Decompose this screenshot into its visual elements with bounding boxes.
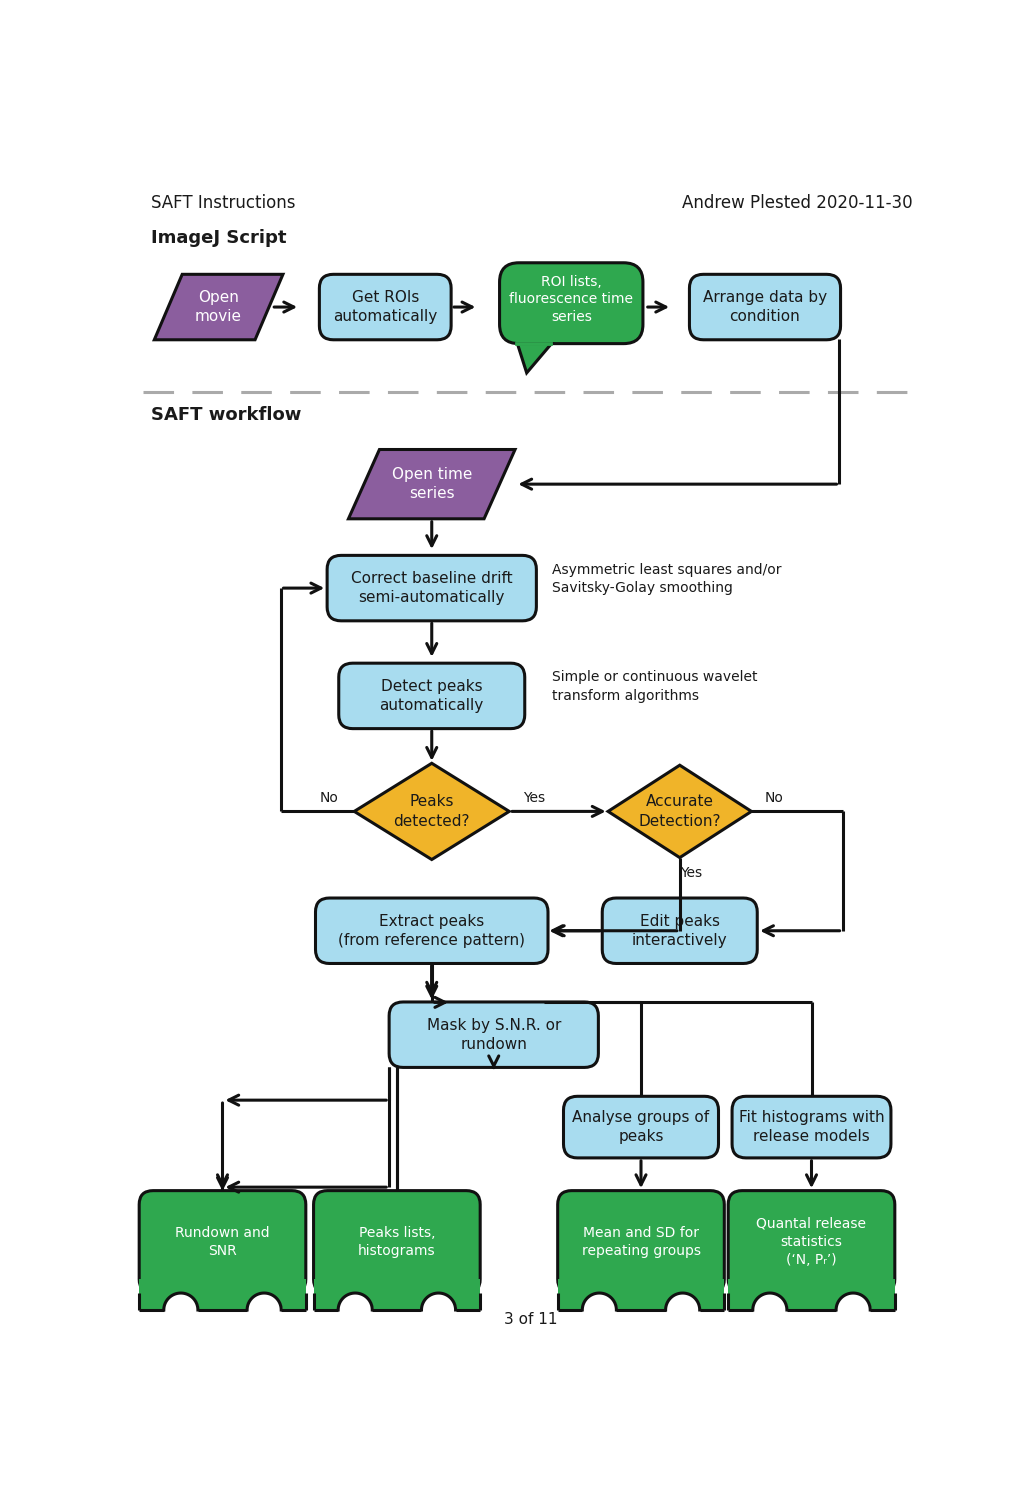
Text: SAFT workflow: SAFT workflow [151, 406, 301, 424]
FancyBboxPatch shape [602, 898, 757, 963]
Text: Asymmetric least squares and/or
Savitsky-Golay smoothing: Asymmetric least squares and/or Savitsky… [552, 562, 781, 596]
Text: Andrew Plested 2020-11-30: Andrew Plested 2020-11-30 [682, 194, 913, 211]
Bar [139, 1280, 306, 1310]
FancyBboxPatch shape [564, 1096, 719, 1158]
Polygon shape [608, 765, 751, 858]
Polygon shape [348, 450, 515, 519]
FancyBboxPatch shape [314, 1191, 481, 1293]
Text: SAFT Instructions: SAFT Instructions [151, 194, 295, 211]
Text: Fit histograms with
release models: Fit histograms with release models [739, 1110, 885, 1144]
FancyBboxPatch shape [557, 1191, 724, 1293]
Polygon shape [517, 344, 551, 374]
Text: 3 of 11: 3 of 11 [505, 1312, 557, 1328]
FancyBboxPatch shape [316, 898, 548, 963]
Text: Yes: Yes [523, 790, 545, 804]
Text: Peaks
detected?: Peaks detected? [394, 795, 470, 828]
Polygon shape [154, 274, 283, 340]
Bar [314, 1280, 481, 1310]
Text: Mean and SD for
repeating groups: Mean and SD for repeating groups [581, 1226, 700, 1258]
Text: Open
movie: Open movie [195, 290, 242, 324]
Text: Simple or continuous wavelet
transform algorithms: Simple or continuous wavelet transform a… [552, 670, 757, 704]
FancyBboxPatch shape [390, 1002, 599, 1068]
Text: Detect peaks
automatically: Detect peaks automatically [379, 680, 484, 712]
FancyBboxPatch shape [339, 663, 525, 729]
FancyBboxPatch shape [499, 262, 643, 344]
Text: Quantal release
statistics
(‘N, Pᵣ’): Quantal release statistics (‘N, Pᵣ’) [756, 1216, 866, 1266]
Text: Rundown and
SNR: Rundown and SNR [175, 1226, 269, 1258]
FancyBboxPatch shape [689, 274, 840, 340]
Polygon shape [354, 764, 510, 859]
Text: Peaks lists,
histograms: Peaks lists, histograms [358, 1226, 436, 1258]
Text: Open time
series: Open time series [392, 466, 472, 501]
Text: Yes: Yes [681, 865, 702, 880]
Bar [728, 1280, 895, 1310]
Text: Edit peaks
interactively: Edit peaks interactively [632, 914, 727, 948]
FancyBboxPatch shape [327, 555, 537, 621]
Text: Mask by S.N.R. or
rundown: Mask by S.N.R. or rundown [427, 1017, 560, 1052]
Text: No: No [765, 790, 784, 804]
Text: Get ROIs
automatically: Get ROIs automatically [334, 290, 437, 324]
Bar [557, 1280, 724, 1310]
Text: ImageJ Script: ImageJ Script [151, 230, 287, 246]
Text: No: No [320, 790, 339, 804]
Text: Analyse groups of
peaks: Analyse groups of peaks [573, 1110, 710, 1144]
FancyBboxPatch shape [319, 274, 451, 340]
Text: Correct baseline drift
semi-automatically: Correct baseline drift semi-automaticall… [351, 572, 513, 604]
Text: ROI lists,
fluorescence time
series: ROI lists, fluorescence time series [510, 274, 633, 324]
FancyBboxPatch shape [139, 1191, 306, 1293]
Text: Extract peaks
(from reference pattern): Extract peaks (from reference pattern) [338, 914, 525, 948]
FancyBboxPatch shape [728, 1191, 895, 1293]
FancyBboxPatch shape [732, 1096, 891, 1158]
Text: Accurate
Detection?: Accurate Detection? [638, 795, 721, 828]
Text: Arrange data by
condition: Arrange data by condition [703, 290, 827, 324]
